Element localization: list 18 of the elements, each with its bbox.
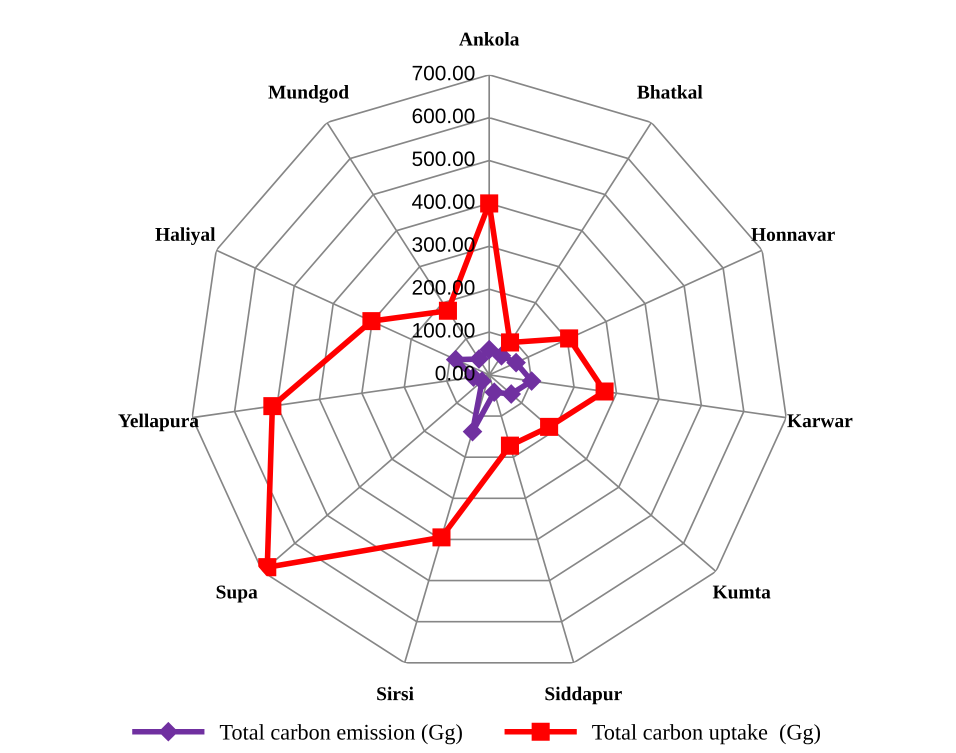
legend-label: Total carbon emission (Gg) xyxy=(220,724,462,744)
spoke-label: Bhatkal xyxy=(637,85,702,99)
spoke-label: Sirsi xyxy=(377,686,414,700)
y-tick-label: 500.00 xyxy=(412,151,474,166)
spoke-label: Karwar xyxy=(787,414,852,428)
y-tick-label: 400.00 xyxy=(412,194,474,210)
spoke-label: Kumta xyxy=(712,586,771,599)
spoke-label: Honnavar xyxy=(751,228,835,241)
spoke-label: Yellapura xyxy=(118,414,199,432)
spoke-label: Ankola xyxy=(459,32,520,46)
spoke-label: Haliyal xyxy=(155,227,216,245)
spoke-label: Mundgod xyxy=(268,84,349,103)
spoke-label: Supa xyxy=(216,586,258,603)
legend-label: Total carbon uptake (Gg) xyxy=(592,724,820,744)
spoke-label: Siddapur xyxy=(545,686,622,704)
y-tick-label: 700.00 xyxy=(412,66,474,80)
y-tick-label: 600.00 xyxy=(412,108,474,124)
y-tick-label: 100.00 xyxy=(413,322,474,338)
